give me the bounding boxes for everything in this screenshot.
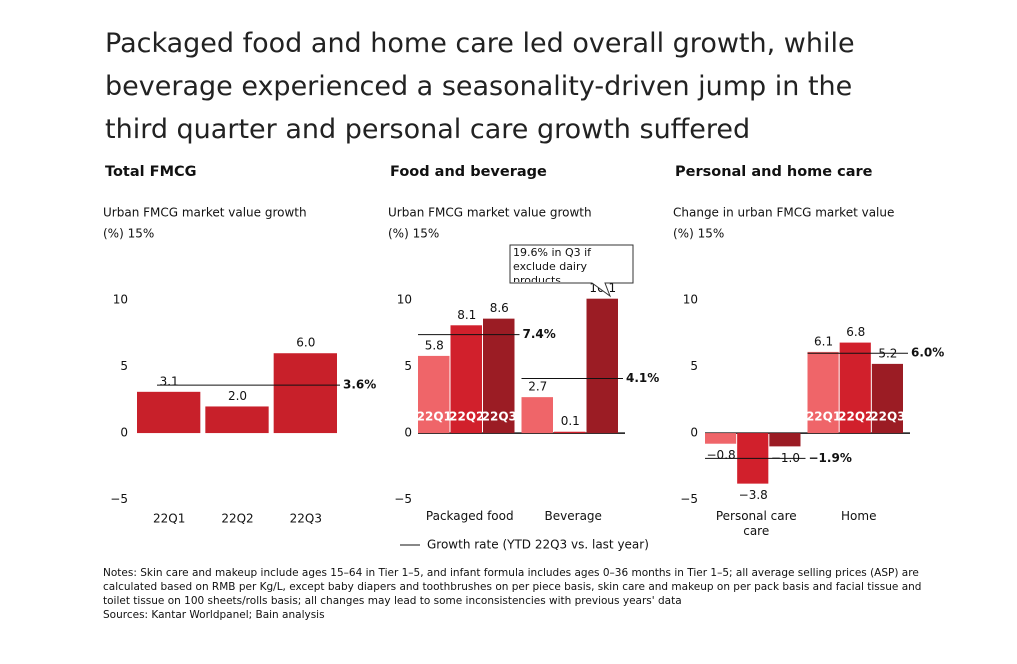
panel-title: Total FMCG xyxy=(105,164,197,180)
bar xyxy=(483,318,515,434)
value-label: 6.8 xyxy=(846,325,865,339)
x-tick-label: 22Q1 xyxy=(153,512,185,526)
bar xyxy=(586,298,618,434)
y-tick-label: −5 xyxy=(680,492,698,506)
panel-subtitle: Urban FMCG market value growth xyxy=(103,206,307,220)
x-tick-label: 22Q2 xyxy=(221,512,253,526)
y-axis-label: (%) 15% xyxy=(673,227,724,241)
x-tick-label-box: Packaged food xyxy=(425,509,514,523)
value-label: 6.0 xyxy=(296,336,315,350)
bar xyxy=(418,355,450,434)
bar xyxy=(705,433,737,444)
x-tick-label-box: Home xyxy=(841,509,877,523)
page-title: Packaged food and home care led overall … xyxy=(105,28,855,145)
value-label: 8.6 xyxy=(490,301,509,315)
value-label: 8.1 xyxy=(457,308,476,322)
bar xyxy=(769,433,801,447)
y-tick-label: 10 xyxy=(113,293,128,307)
y-tick-label: 5 xyxy=(120,359,128,373)
bar xyxy=(273,353,337,434)
y-tick-label: −5 xyxy=(394,492,412,506)
y-tick-label: 5 xyxy=(690,359,698,373)
legend-label: Growth rate (YTD 22Q3 vs. last year) xyxy=(427,538,649,552)
panel-title: Food and beverage xyxy=(390,164,547,180)
x-tick-label-box: Beverage xyxy=(544,509,602,523)
panel-subtitle: Urban FMCG market value growth xyxy=(388,206,592,220)
annotation-callout xyxy=(509,244,634,298)
reference-label: 7.4% xyxy=(523,327,556,341)
series-label: 22Q1 xyxy=(806,410,841,424)
x-tick-label: Personal care care xyxy=(715,509,797,538)
value-label: −3.8 xyxy=(739,488,768,502)
y-tick-label: 10 xyxy=(397,293,412,307)
bar xyxy=(554,431,586,434)
bar xyxy=(137,391,201,434)
bar xyxy=(205,406,269,434)
reference-label: 4.1% xyxy=(626,371,659,385)
series-label: 22Q2 xyxy=(449,410,484,424)
sources-text: Sources: Kantar Worldpanel; Bain analysi… xyxy=(103,609,325,621)
y-tick-label: 0 xyxy=(120,426,128,440)
value-label: 2.7 xyxy=(528,380,547,394)
x-tick-label-box: Personal care care xyxy=(715,509,797,538)
reference-label: 3.6% xyxy=(343,378,376,392)
bar xyxy=(839,342,871,434)
notes: Notes: Skin care and makeup include ages… xyxy=(103,566,943,622)
series-label: 22Q1 xyxy=(417,410,452,424)
annotation-box: 19.6% in Q3 if exclude dairy products xyxy=(513,246,592,282)
y-tick-label: 0 xyxy=(404,426,412,440)
value-label: 3.1 xyxy=(160,374,179,388)
panel-subtitle: Change in urban FMCG market value xyxy=(673,206,894,220)
value-label: 6.1 xyxy=(814,334,833,348)
value-label: 0.1 xyxy=(561,414,580,428)
value-label: 5.8 xyxy=(425,338,444,352)
y-tick-label: −5 xyxy=(110,492,128,506)
panel-title: Personal and home care xyxy=(675,164,873,180)
series-label: 22Q3 xyxy=(482,410,517,424)
y-tick-label: 5 xyxy=(404,359,412,373)
y-tick-label: 0 xyxy=(690,426,698,440)
x-tick-label: Beverage xyxy=(544,509,602,523)
x-tick-label: 22Q3 xyxy=(290,512,322,526)
bar xyxy=(450,325,482,434)
bar xyxy=(807,351,839,434)
x-tick-label: Packaged food xyxy=(425,509,514,523)
reference-label: −1.9% xyxy=(809,451,852,465)
series-label: 22Q3 xyxy=(870,410,905,424)
y-tick-label: 10 xyxy=(683,293,698,307)
bar xyxy=(521,397,553,434)
x-tick-label: Home xyxy=(841,509,877,523)
value-label: −0.8 xyxy=(707,448,736,462)
annotation: 19.6% in Q3 if exclude dairy products xyxy=(513,246,592,282)
notes-text: Notes: Skin care and makeup include ages… xyxy=(103,567,922,607)
series-label: 22Q2 xyxy=(838,410,873,424)
bar xyxy=(871,363,903,434)
reference-label: 6.0% xyxy=(911,346,944,360)
y-axis-label: (%) 15% xyxy=(388,227,439,241)
value-label: 2.0 xyxy=(228,389,247,403)
y-axis-label: (%) 15% xyxy=(103,227,154,241)
